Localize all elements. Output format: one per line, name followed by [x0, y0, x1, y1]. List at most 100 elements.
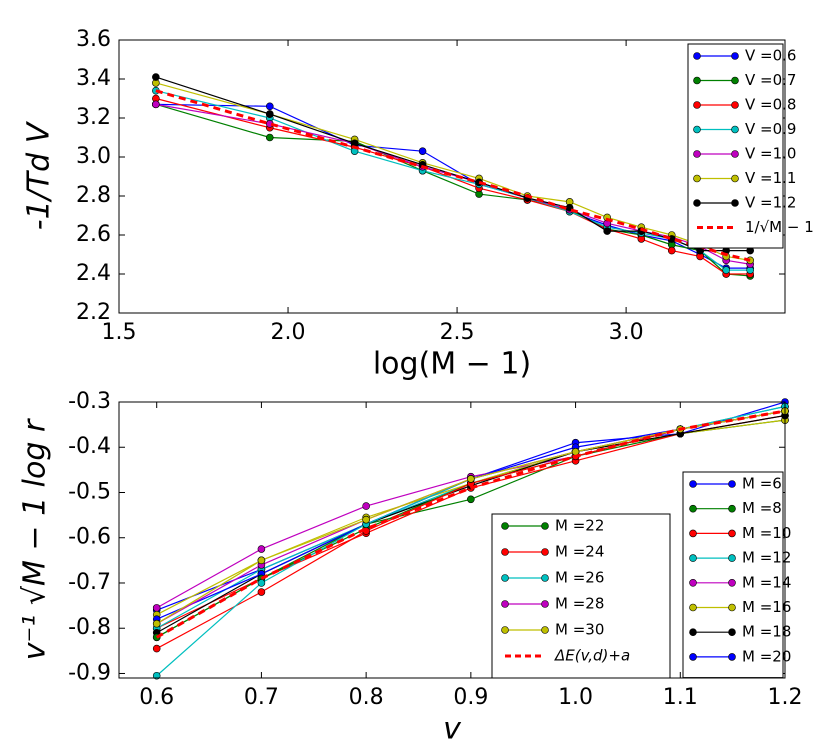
y-tick-label: 2.6 — [76, 222, 111, 247]
legend-marker — [693, 150, 701, 158]
legend-box — [491, 513, 671, 679]
legend-marker — [541, 600, 549, 608]
legend-marker — [693, 125, 701, 134]
legend-marker — [689, 628, 697, 637]
data-point — [265, 110, 274, 118]
legend-marker — [689, 554, 697, 562]
legend-label: M =20 — [742, 647, 791, 665]
legend-marker — [728, 554, 736, 562]
legend-label: V =0.9 — [745, 120, 796, 138]
legend-label: V =1.1 — [745, 169, 796, 187]
legend-marker — [541, 626, 549, 634]
legend-marker — [731, 101, 739, 109]
legend-label: M =12 — [742, 549, 791, 567]
data-point — [152, 604, 161, 612]
legend-marker — [693, 101, 701, 109]
data-point — [603, 227, 611, 235]
x-tick-label: 1.0 — [558, 685, 593, 710]
legend-marker — [693, 199, 701, 207]
legend-marker — [728, 578, 736, 587]
series-line — [155, 90, 751, 271]
x-tick-label: 1.1 — [663, 685, 698, 710]
legend-marker — [501, 574, 509, 582]
legend-marker — [501, 626, 509, 634]
y-tick-label: -0.9 — [68, 660, 111, 685]
legend-marker — [693, 76, 701, 85]
legend-label: V =1.2 — [745, 194, 796, 212]
series-line — [155, 97, 751, 275]
legend-marker — [731, 150, 739, 158]
legend-marker — [689, 578, 697, 587]
series-line — [155, 409, 785, 639]
legend-label: M =16 — [742, 598, 791, 616]
y-tick-label: -0.3 — [68, 389, 111, 414]
legend-label: M =18 — [742, 623, 791, 641]
legend-label: M =26 — [555, 569, 604, 587]
data-point — [265, 133, 274, 142]
x-tick-label: 1.2 — [768, 685, 803, 710]
y-tick-label: 2.4 — [76, 261, 111, 286]
y-tick-label: 2.8 — [76, 183, 111, 208]
legend-label: M =8 — [742, 499, 782, 517]
plot-frame — [118, 39, 786, 314]
data-point — [722, 266, 730, 274]
legend-marker — [728, 628, 736, 637]
data-point — [152, 619, 161, 628]
x-axis-label: v — [443, 712, 462, 747]
y-tick-label: -0.4 — [68, 434, 111, 459]
legend-label: ΔE(v,d)+a — [554, 647, 630, 665]
legend-marker — [501, 522, 509, 530]
y-tick-label: 2.2 — [76, 300, 111, 325]
legend-label: 1/√M − 1 — [745, 218, 814, 236]
legend-marker — [689, 529, 697, 538]
y-tick-label: 3.0 — [76, 144, 111, 169]
y-tick-label: 3.2 — [76, 105, 111, 130]
x-tick-label: 0.8 — [349, 685, 384, 710]
data-point — [362, 502, 370, 510]
legend-label: V =0.6 — [745, 47, 796, 65]
x-tick-label: 1.5 — [102, 320, 137, 345]
legend-marker — [689, 480, 697, 488]
data-point — [667, 246, 676, 255]
legend-label: M =14 — [742, 573, 791, 591]
legend-label: M =6 — [742, 475, 782, 493]
legend-marker — [541, 522, 549, 530]
data-point — [152, 73, 160, 81]
legend-marker — [731, 199, 739, 207]
legend-label: M =10 — [742, 524, 791, 542]
legend-marker — [541, 574, 549, 582]
x-tick-label: 2.5 — [440, 320, 475, 345]
legend-marker — [728, 653, 736, 661]
data-point — [467, 495, 475, 504]
y-axis-label: -1/Td V — [22, 120, 57, 230]
y-tick-label: -0.8 — [68, 615, 111, 640]
legend-label: M =28 — [555, 595, 604, 613]
y-tick-label: -0.7 — [68, 570, 111, 595]
legend-marker — [728, 603, 736, 612]
y-tick-label: -0.5 — [68, 479, 111, 504]
legend-label: M =30 — [555, 621, 604, 639]
legend-marker — [693, 174, 701, 183]
legend-marker — [728, 504, 736, 513]
legend-marker — [689, 504, 697, 513]
legend-marker — [501, 548, 509, 556]
y-tick-label: -0.6 — [68, 525, 111, 550]
legend-marker — [731, 125, 739, 134]
legend-label: V =0.7 — [745, 71, 796, 89]
data-point — [418, 147, 427, 155]
data-point — [257, 545, 266, 553]
legend-marker — [693, 52, 701, 60]
x-tick-label: 0.9 — [453, 685, 488, 710]
legend-label: M =22 — [555, 517, 604, 535]
legend-marker — [731, 76, 739, 85]
legend-marker — [541, 548, 549, 556]
x-tick-label: 0.7 — [244, 685, 279, 710]
legend-marker — [501, 600, 509, 608]
x-tick-label: 2.0 — [271, 320, 306, 345]
data-point — [152, 671, 161, 680]
data-point — [467, 475, 475, 483]
data-point — [152, 100, 160, 109]
data-point — [265, 102, 274, 111]
legend-label: V =1.0 — [745, 145, 796, 163]
